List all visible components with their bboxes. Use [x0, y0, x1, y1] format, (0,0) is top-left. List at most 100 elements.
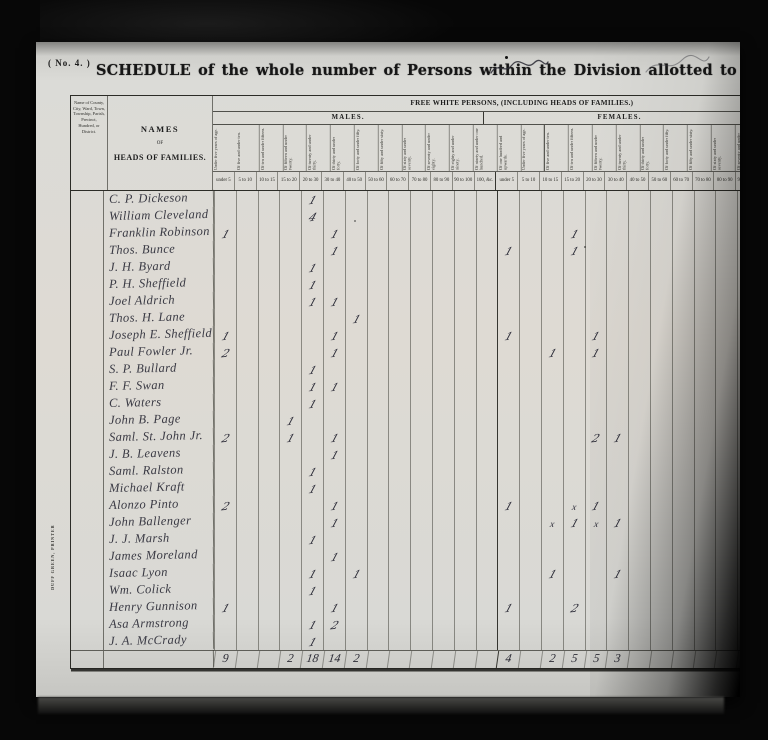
totals-row: 9 2 18 14 2 4 2 5 5 3: [71, 649, 740, 670]
tally-cell: [671, 344, 694, 361]
county-cell-blank: [71, 599, 104, 616]
county-cell-blank: [71, 276, 104, 293]
tally-cell: [628, 378, 650, 395]
tally-cell: [344, 497, 367, 514]
tally-cell: [540, 616, 563, 633]
tally-cell: [519, 480, 541, 497]
tally-cell: [301, 599, 323, 616]
tally-cell: [584, 548, 607, 565]
tally-cell: [366, 599, 389, 616]
county-cell-blank: [71, 242, 104, 259]
tally-cell: [453, 582, 476, 599]
tally-cell: 1: [606, 514, 628, 531]
tally-cell: [257, 463, 280, 480]
tally-cell: [214, 446, 236, 463]
tally-mark: 2: [568, 601, 581, 616]
tally-cell: [388, 548, 410, 565]
tally-mark: 2: [219, 431, 232, 446]
total-cell: [408, 651, 434, 668]
tally-cell: [671, 514, 694, 531]
tally-cell: [431, 616, 454, 633]
tally-cell: [453, 225, 476, 242]
tally-cell: [737, 514, 740, 531]
total-cell: [387, 651, 412, 668]
county-spacer: [71, 651, 104, 668]
tally-cell: [322, 361, 345, 378]
tally-cell: [453, 480, 476, 497]
total-cell: [517, 651, 543, 668]
tally-cell: [279, 225, 301, 242]
females-header: FEMALES.: [483, 112, 740, 124]
tally-cell: [322, 463, 345, 480]
age-column-label: Of fifty and under sixty.: [378, 125, 403, 171]
tally-cell: [301, 548, 323, 565]
tally-cell: 1: [322, 599, 345, 616]
tally-cell: [475, 310, 498, 327]
tally-cell: [235, 208, 258, 225]
tally-cell: 1: [562, 514, 585, 531]
total-cell: 9: [212, 651, 237, 668]
tally-cell: [649, 259, 672, 276]
tally-cell: [519, 259, 541, 276]
tally-cell: [388, 378, 410, 395]
tally-cell: [431, 548, 454, 565]
tally-cell: [562, 344, 585, 361]
tally-cell: [366, 259, 389, 276]
age-column-range: 100, &c.: [473, 172, 496, 190]
tally-cell: [649, 633, 672, 650]
tally-cell: [497, 429, 519, 446]
tally-cell: 1: [322, 293, 345, 310]
tally-cell: [628, 548, 650, 565]
tally-cell: [737, 412, 740, 429]
tally-cell: [453, 514, 476, 531]
tally-cell: [649, 361, 672, 378]
tally-cell: [628, 259, 650, 276]
total-cell: [365, 651, 390, 668]
tally-mark: 1: [306, 261, 319, 276]
tally-cell: [214, 276, 236, 293]
tally-mark: 1: [350, 567, 363, 582]
tally-cell: [671, 191, 694, 208]
tally-cell: [497, 565, 519, 582]
tally-cell: [366, 497, 389, 514]
tally-cell: [737, 497, 740, 514]
tally-cell: [540, 310, 563, 327]
tally-mark: 1: [306, 567, 319, 582]
table-row: C. Waters 1: [71, 393, 740, 414]
table-row: C. P. Dickeson 1: [71, 189, 740, 210]
age-column-label: Of eighty and under ninety.: [449, 125, 474, 171]
tally-cell: 1: [301, 582, 323, 599]
tally-cell: [628, 395, 650, 412]
tally-cell: [584, 616, 607, 633]
tally-cell: [279, 310, 301, 327]
tally-cell: [279, 497, 301, 514]
tally-cell: [235, 225, 258, 242]
county-cell-blank: [71, 327, 104, 344]
tally-cell: [388, 225, 410, 242]
tally-cell: [497, 446, 519, 463]
table-row: Alonzo Pinto 2 1 1 x 1: [71, 495, 740, 516]
tally-cell: [344, 599, 367, 616]
tally-cell: [257, 633, 280, 650]
tally-cell: [453, 378, 476, 395]
tally-cell: [584, 582, 607, 599]
tally-cell: [628, 293, 650, 310]
tally-cell: [671, 548, 694, 565]
tally-cell: 1: [344, 565, 367, 582]
tally-cell: [562, 378, 585, 395]
tally-cell: [540, 276, 563, 293]
tally-cell: [431, 344, 454, 361]
tally-cell: [235, 361, 258, 378]
tally-cell: [257, 429, 280, 446]
ink-speck: [505, 56, 508, 59]
tally-cell: 1: [322, 344, 345, 361]
tally-cell: 1: [301, 463, 323, 480]
tally-cell: [562, 548, 585, 565]
tally-cell: [235, 548, 258, 565]
census-table: Name of County, City, Ward, Town, Townsh…: [70, 95, 740, 670]
tally-cell: [606, 191, 628, 208]
tally-cell: [562, 327, 585, 344]
tally-mark: 1: [306, 363, 319, 378]
tally-cell: 1: [301, 378, 323, 395]
tally-cell: [322, 310, 345, 327]
